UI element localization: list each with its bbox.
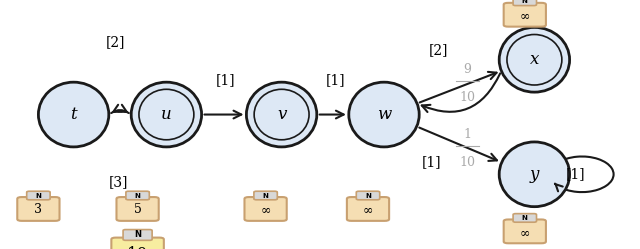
FancyBboxPatch shape: [513, 0, 536, 5]
FancyBboxPatch shape: [347, 197, 389, 221]
Text: [2]: [2]: [429, 43, 448, 57]
Text: N: N: [262, 192, 269, 198]
FancyBboxPatch shape: [254, 191, 277, 200]
Text: ∞: ∞: [363, 203, 373, 216]
Ellipse shape: [499, 27, 570, 92]
FancyBboxPatch shape: [504, 219, 546, 243]
Text: ∞: ∞: [260, 203, 271, 216]
Text: w: w: [377, 106, 391, 123]
FancyBboxPatch shape: [123, 230, 152, 240]
FancyBboxPatch shape: [111, 238, 164, 249]
Text: 10: 10: [460, 156, 475, 169]
FancyBboxPatch shape: [27, 191, 50, 200]
Ellipse shape: [131, 82, 202, 147]
FancyBboxPatch shape: [116, 197, 159, 221]
Text: x: x: [530, 51, 539, 68]
Text: [1]: [1]: [326, 73, 346, 87]
FancyBboxPatch shape: [504, 3, 546, 27]
Text: [2]: [2]: [106, 35, 125, 49]
Ellipse shape: [349, 82, 419, 147]
Text: N: N: [365, 192, 371, 198]
Ellipse shape: [246, 82, 317, 147]
Text: 10: 10: [460, 91, 475, 104]
Text: N: N: [35, 192, 42, 198]
Text: v: v: [277, 106, 286, 123]
Text: ∞: ∞: [520, 9, 530, 22]
FancyBboxPatch shape: [356, 191, 380, 200]
Text: 5: 5: [134, 203, 141, 216]
Text: N: N: [522, 0, 528, 4]
Text: ∞: ∞: [520, 226, 530, 239]
FancyBboxPatch shape: [513, 214, 536, 222]
Ellipse shape: [38, 82, 109, 147]
Text: N: N: [134, 192, 141, 198]
FancyBboxPatch shape: [126, 191, 149, 200]
Text: N: N: [134, 231, 141, 240]
Text: u: u: [161, 106, 172, 123]
Ellipse shape: [499, 142, 570, 207]
Text: N: N: [522, 215, 528, 221]
Text: [3]: [3]: [109, 175, 128, 189]
Text: 9: 9: [463, 63, 471, 76]
FancyBboxPatch shape: [244, 197, 287, 221]
Text: 10: 10: [127, 246, 148, 249]
Text: [1]: [1]: [422, 155, 442, 169]
Text: 3: 3: [35, 203, 42, 216]
Text: [1]: [1]: [216, 73, 235, 87]
FancyBboxPatch shape: [17, 197, 60, 221]
Text: y: y: [530, 166, 539, 183]
Text: 1: 1: [463, 128, 471, 141]
Text: t: t: [70, 106, 77, 123]
Text: [1]: [1]: [566, 167, 586, 181]
